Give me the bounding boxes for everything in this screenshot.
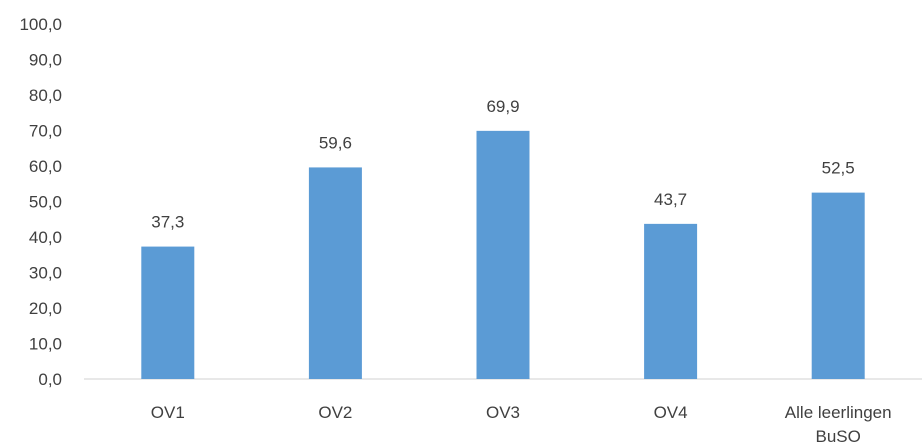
- y-axis-tick-labels: 0,0 10,0 20,0 30,0 40,0 50,0 60,0 70,0 80,0 90,0 1…: [19, 15, 62, 389]
- y-tick-label: 0,0: [38, 370, 62, 389]
- bar: [141, 246, 195, 379]
- y-tick-label: 100,0: [19, 15, 62, 34]
- category-label: Alle leerlingen: [785, 403, 892, 422]
- category-label: OV1: [151, 403, 185, 422]
- y-tick-label: 40,0: [29, 228, 62, 247]
- data-label: 37,3: [151, 213, 184, 232]
- category-label: OV3: [486, 403, 520, 422]
- y-tick-label: 60,0: [29, 157, 62, 176]
- category-label: BuSO: [816, 427, 861, 446]
- data-label: 59,6: [319, 133, 352, 152]
- bar: [308, 167, 362, 379]
- data-label: 52,5: [822, 159, 855, 178]
- y-tick-label: 20,0: [29, 299, 62, 318]
- y-tick-label: 70,0: [29, 122, 62, 141]
- category-label: OV4: [654, 403, 688, 422]
- bars: [141, 130, 865, 379]
- bar: [811, 192, 865, 379]
- category-label: OV2: [318, 403, 352, 422]
- data-label: 69,9: [486, 97, 519, 116]
- bar: [476, 130, 530, 379]
- bar: [644, 223, 698, 379]
- data-label: 43,7: [654, 190, 687, 209]
- y-tick-label: 80,0: [29, 86, 62, 105]
- category-labels: OV1 OV2 OV3 OV4 Alle leerlingen BuSO: [151, 403, 892, 446]
- y-tick-label: 30,0: [29, 264, 62, 283]
- y-tick-label: 50,0: [29, 193, 62, 212]
- y-tick-label: 90,0: [29, 51, 62, 70]
- y-tick-label: 10,0: [29, 335, 62, 354]
- data-labels: 37,3 59,6 69,9 43,7 52,5: [151, 97, 854, 232]
